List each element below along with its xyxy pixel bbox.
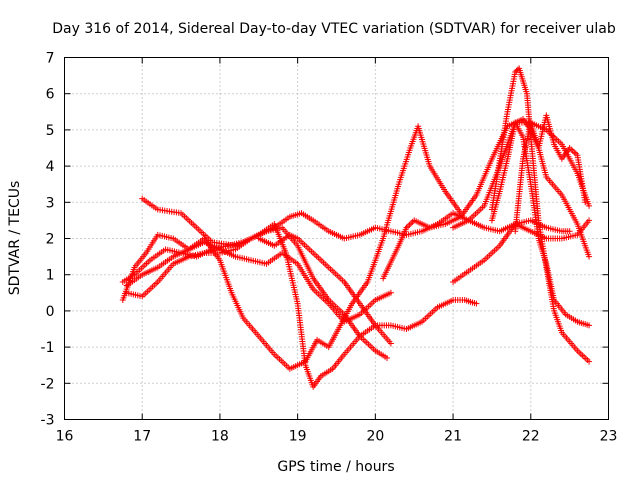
x-axis-label: GPS time / hours bbox=[277, 459, 394, 475]
data-point bbox=[569, 147, 576, 154]
data-point bbox=[582, 199, 589, 206]
y-tick-label: 4 bbox=[46, 159, 55, 175]
x-tick-label: 18 bbox=[211, 429, 229, 445]
series-trace-9 bbox=[450, 116, 593, 260]
series-trace-5 bbox=[123, 239, 394, 325]
x-tick-label: 20 bbox=[366, 429, 384, 445]
series-trace-6 bbox=[255, 231, 394, 347]
x-tick-label: 22 bbox=[522, 429, 540, 445]
x-tick-labels: 16 17 18 19 20 21 22 23 bbox=[56, 429, 618, 445]
grid-lines bbox=[64, 57, 609, 420]
data-point bbox=[406, 221, 413, 228]
series-trace-8 bbox=[450, 217, 573, 285]
data-point bbox=[586, 322, 593, 329]
series-trace-11 bbox=[488, 119, 593, 329]
y-tick-label: -1 bbox=[41, 340, 55, 356]
data-point bbox=[384, 354, 391, 361]
data-point bbox=[387, 340, 394, 347]
x-tick-label: 17 bbox=[133, 429, 151, 445]
axis-ticks bbox=[64, 57, 609, 420]
y-tick-label: 3 bbox=[46, 195, 55, 211]
y-tick-label: -2 bbox=[41, 376, 55, 392]
x-tick-label: 16 bbox=[56, 429, 74, 445]
data-point bbox=[571, 149, 578, 156]
data-series bbox=[119, 65, 593, 390]
y-tick-label: 0 bbox=[46, 304, 55, 320]
y-tick-labels: -3 -2 -1 0 1 2 3 4 5 6 7 bbox=[41, 51, 55, 429]
y-tick-label: 2 bbox=[46, 232, 55, 248]
x-tick-label: 21 bbox=[444, 429, 462, 445]
data-point bbox=[586, 202, 593, 209]
data-point bbox=[586, 253, 593, 260]
data-point bbox=[566, 228, 573, 235]
data-point bbox=[409, 218, 416, 225]
data-point bbox=[586, 358, 593, 365]
series-trace-10 bbox=[488, 65, 593, 365]
y-axis-label: SDTVAR / TECUs bbox=[7, 181, 23, 296]
chart-title: Day 316 of 2014, Sidereal Day-to-day VTE… bbox=[52, 21, 616, 37]
series-trace-2 bbox=[119, 123, 464, 372]
series-trace-4 bbox=[123, 224, 391, 361]
data-point bbox=[473, 300, 480, 307]
y-tick-label: 7 bbox=[46, 51, 55, 67]
y-tick-label: 1 bbox=[46, 268, 55, 284]
data-point bbox=[387, 289, 394, 296]
y-tick-label: -3 bbox=[41, 413, 55, 429]
data-point bbox=[586, 217, 593, 224]
x-tick-label: 23 bbox=[600, 429, 618, 445]
y-tick-label: 6 bbox=[46, 87, 55, 103]
series-trace-12 bbox=[512, 112, 589, 235]
y-tick-label: 5 bbox=[46, 123, 55, 139]
x-tick-label: 19 bbox=[289, 429, 307, 445]
